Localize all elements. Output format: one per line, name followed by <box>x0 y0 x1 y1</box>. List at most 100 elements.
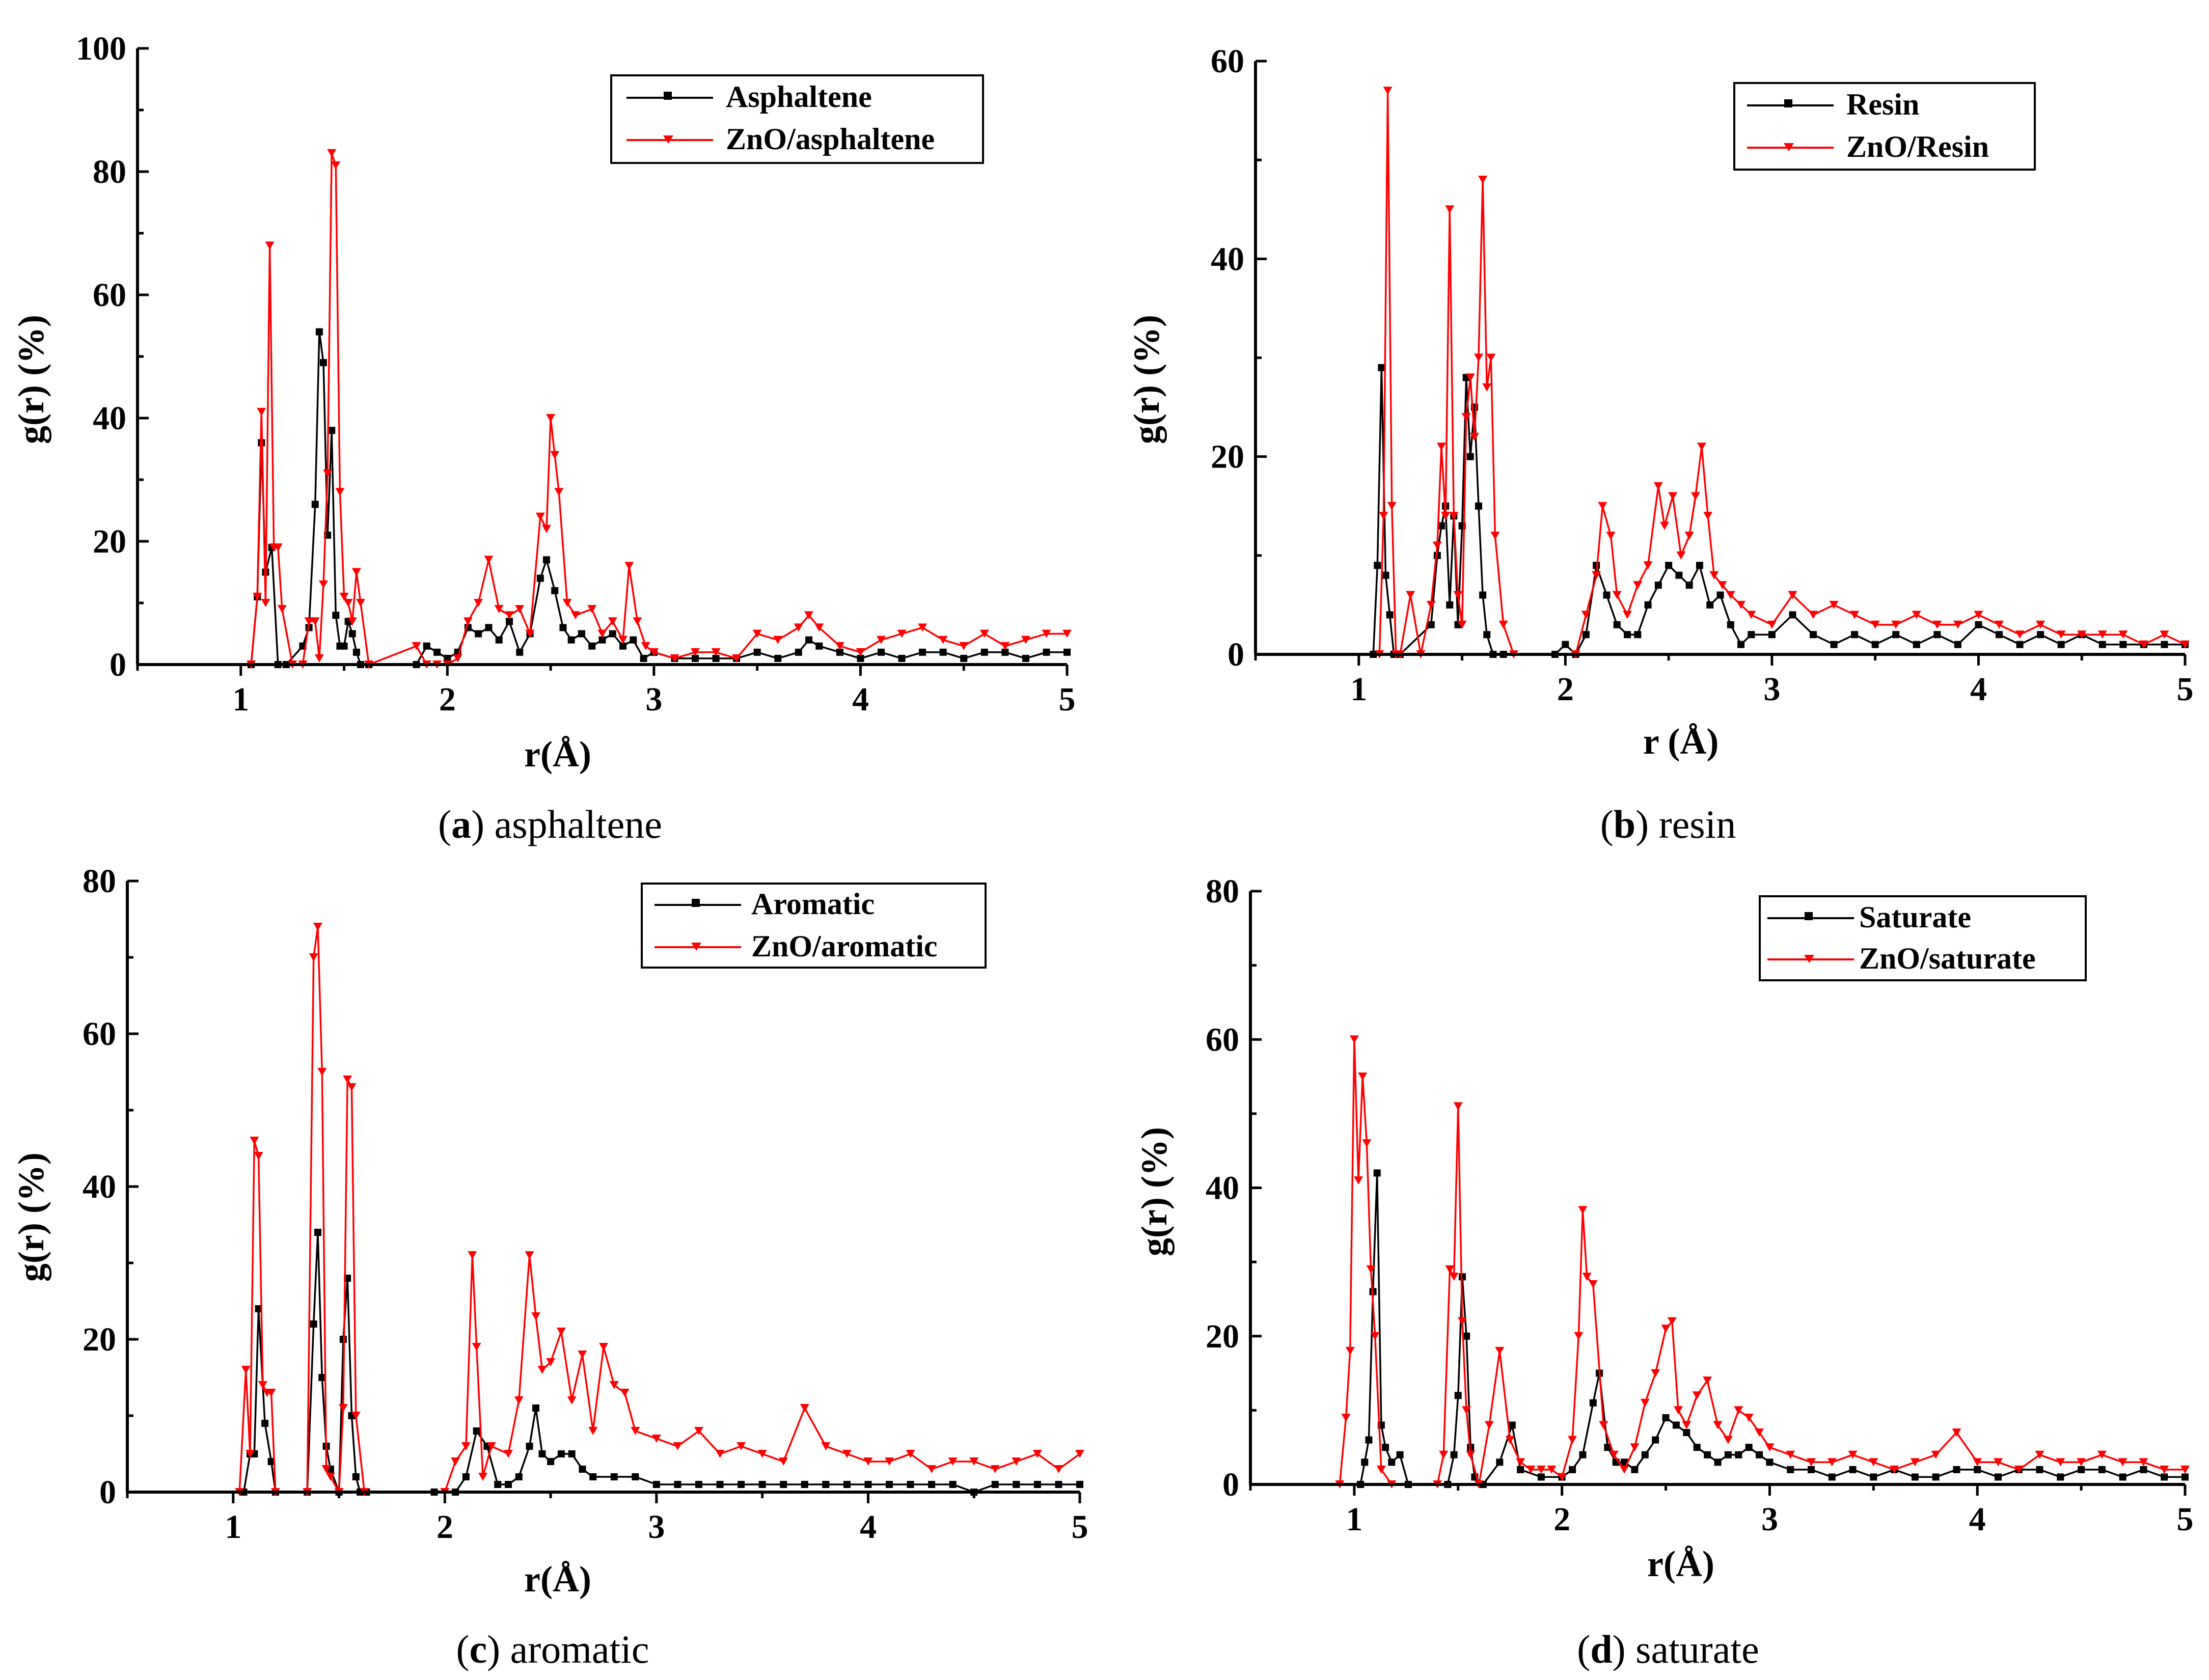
panel-a-series-1-point <box>412 642 421 650</box>
panel-a-series-0-point <box>939 648 947 656</box>
panel-d-series-0-point <box>1870 1473 1877 1481</box>
panel-c-legend-label-0: Aromatic <box>751 887 875 921</box>
panel-d-series-1-point <box>1765 1443 1775 1452</box>
panel-d-series-1-point <box>1827 1458 1837 1467</box>
panel-d-series-1-point <box>1445 1265 1455 1274</box>
panel-c-series-0-point <box>589 1473 597 1480</box>
panel-d-series-1-point <box>1449 1273 1459 1281</box>
panel-c-series-1-point <box>461 1442 471 1450</box>
panel-d-series-1-point <box>1345 1346 1355 1355</box>
panel-d-series-0-point <box>1373 1169 1381 1177</box>
panel-b-series-1-point <box>1478 176 1488 184</box>
panel-d-series-1-point <box>1568 1436 1577 1444</box>
panel-c-series-0-point <box>314 1229 321 1236</box>
panel-b-x-tick-label: 5 <box>2177 671 2194 708</box>
panel-a-series-0-point <box>495 636 503 644</box>
panel-a-series-1-point <box>356 599 365 607</box>
panel-c-series-0-point <box>557 1450 565 1457</box>
panel-d-series-1-point <box>1439 1450 1449 1459</box>
panel-a-series-1-point <box>608 617 617 626</box>
panel-b-series-1-point <box>1474 353 1483 362</box>
panel-a-series-1-point <box>261 599 270 607</box>
panel-a-series-1-point <box>314 654 324 663</box>
panel-a-series-0-point <box>598 636 606 644</box>
panel-d-y-tick-label: 0 <box>1222 1466 1239 1503</box>
panel-b-series-0-point <box>1654 582 1662 589</box>
panel-d-series-0-point <box>1953 1466 1960 1473</box>
panel-b-series-1-point <box>1726 591 1735 599</box>
panel-c-series-1-point <box>472 1343 481 1351</box>
panel-c-series-0-point <box>538 1450 546 1457</box>
panel-a-series-1-point <box>257 407 266 416</box>
panel-d-series-1-point <box>1466 1450 1476 1459</box>
panel-c-series-1-line <box>127 926 1081 1493</box>
panel-b-series-1-point <box>1703 512 1713 520</box>
panel-a-series-0-point <box>536 574 544 582</box>
panel-b-series-0-point <box>1603 591 1611 599</box>
panel-c-series-1-point <box>567 1396 577 1404</box>
panel-c-series-1-point <box>842 1450 852 1458</box>
panel-b-series-1-point <box>1379 512 1388 520</box>
panel-a-series-1-point <box>550 451 560 459</box>
panel-a-series-1-point <box>1042 629 1051 638</box>
panel-a-series-0-point <box>619 642 627 650</box>
panel-d-series-1-point <box>1786 1450 1795 1459</box>
panel-b-series-0-point <box>1954 641 1961 648</box>
panel-b-series-1-point <box>1953 620 1962 629</box>
panel-a-legend-box <box>610 74 984 164</box>
panel-b-series-0-point <box>1830 641 1838 648</box>
panel-d-series-0-point <box>1808 1466 1815 1473</box>
panel-d-series-1-point <box>1910 1458 1920 1467</box>
panel-c-series-0-point <box>515 1473 523 1480</box>
panel-b-series-1-point <box>1788 591 1797 599</box>
panel-b-series-0-point <box>1748 631 1755 639</box>
panel-d-x-tick-label: 2 <box>1553 1501 1570 1538</box>
panel-d-y-tick-label: 60 <box>1206 1021 1239 1058</box>
panel-c-series-0-line <box>127 1231 1080 1493</box>
panel-c-series-0-point <box>505 1481 512 1488</box>
panel-a-caption-letter: a <box>451 802 471 846</box>
panel-b-series-1-point <box>1684 532 1694 540</box>
panel-b-series-1-point <box>1581 611 1591 619</box>
panel-a-series-0-point <box>898 654 906 662</box>
panel-a-series-1-point <box>633 617 642 626</box>
panel-d-series-0-point <box>2181 1473 2189 1481</box>
panel-a-series-0-point <box>630 636 637 644</box>
panel-d-series-1-line <box>1250 1038 2185 1485</box>
panel-a-series-1-point <box>323 469 333 478</box>
panel-b-series-1-point <box>1445 205 1455 214</box>
panel-c-legend-label-1: ZnO/aromatic <box>751 929 938 963</box>
panel-b-series-0-point <box>1810 631 1817 639</box>
panel-b-series-1-point <box>1643 561 1653 570</box>
panel-c-series-0-point <box>843 1481 851 1488</box>
panel-a-series-1-point <box>351 568 361 576</box>
panel-c-series-1-point <box>351 1412 361 1420</box>
panel-a-series-1-point <box>474 599 483 607</box>
panel-a-series-1-point <box>804 611 814 620</box>
panel-c-series-1-point <box>313 923 322 931</box>
panel-c-series-0-point <box>526 1443 533 1450</box>
panel-b-series-0-point <box>2016 641 2024 648</box>
panel-c-series-0-point <box>568 1450 576 1457</box>
panel-d-series-1-point <box>2035 1450 2044 1459</box>
panel-d-series-1-point <box>2014 1465 2024 1474</box>
panel-b-series-1-point <box>1490 532 1500 540</box>
panel-a-x-tick-label: 5 <box>1059 681 1076 718</box>
panel-d-series-0-point <box>1454 1392 1462 1399</box>
panel-d-series-0-point <box>1517 1466 1524 1473</box>
panel-d-series-1-point <box>1516 1458 1525 1467</box>
panel-b-series-1-point <box>2097 630 2107 639</box>
panel-c-x-tick-label: 3 <box>648 1508 665 1546</box>
panel-a-series-1-point <box>554 488 564 497</box>
panel-d-series-1-point <box>1640 1398 1650 1407</box>
panel-c-series-1-point <box>948 1457 958 1466</box>
panel-a-series-1-point <box>319 580 328 589</box>
panel-b-series-1-point <box>1974 611 1983 619</box>
panel-c-caption: (c) aromatic <box>456 1627 649 1671</box>
panel-c-series-0-point <box>928 1481 936 1488</box>
panel-b-caption-text: resin <box>1659 802 1736 846</box>
panel-d-series-1-point <box>1453 1102 1463 1111</box>
panel-c-series-1-point <box>525 1251 534 1259</box>
panel-c-series-1-point <box>537 1366 547 1374</box>
